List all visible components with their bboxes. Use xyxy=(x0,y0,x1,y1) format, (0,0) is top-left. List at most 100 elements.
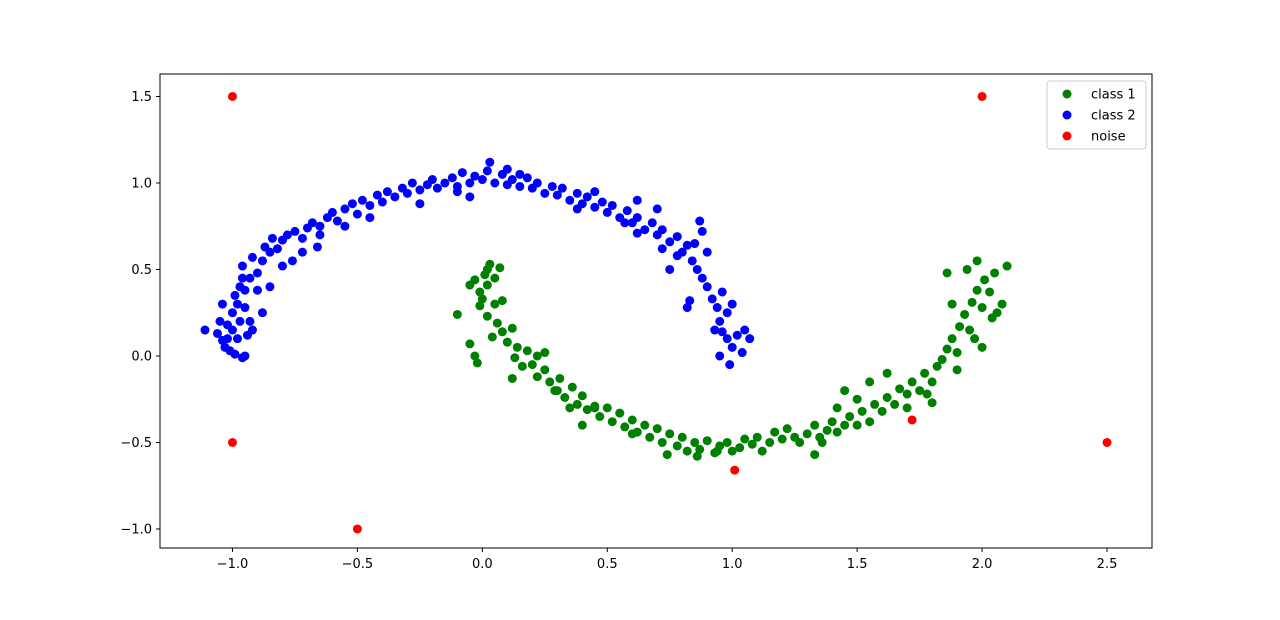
point-class-2 xyxy=(522,173,532,183)
x-tick-label: 0.5 xyxy=(597,557,618,572)
point-class-2 xyxy=(332,216,342,226)
point-class-1 xyxy=(942,268,952,278)
point-class-1 xyxy=(495,263,505,273)
point-class-2 xyxy=(687,256,697,266)
point-class-1 xyxy=(662,450,672,460)
point-class-2 xyxy=(290,226,300,236)
point-class-1 xyxy=(472,358,482,368)
point-class-1 xyxy=(802,429,812,439)
point-class-2 xyxy=(340,221,350,231)
point-class-1 xyxy=(652,424,662,434)
point-class-2 xyxy=(582,192,592,202)
point-class-1 xyxy=(682,446,692,456)
point-class-1 xyxy=(470,275,480,285)
point-class-1 xyxy=(770,427,780,437)
point-class-1 xyxy=(927,398,937,408)
point-class-1 xyxy=(747,439,757,449)
point-class-2 xyxy=(732,330,742,340)
point-class-2 xyxy=(352,209,362,219)
point-noise xyxy=(1102,437,1112,447)
point-class-2 xyxy=(632,228,642,238)
point-class-1 xyxy=(985,287,995,297)
point-class-2 xyxy=(665,237,675,247)
point-class-2 xyxy=(572,188,582,198)
point-class-2 xyxy=(247,252,257,262)
legend-frame xyxy=(1046,80,1147,150)
point-class-2 xyxy=(565,195,575,205)
point-class-1 xyxy=(692,451,702,461)
point-class-2 xyxy=(727,299,737,309)
point-class-1 xyxy=(532,351,542,361)
point-class-2 xyxy=(672,251,682,261)
point-class-2 xyxy=(715,316,725,326)
point-class-1 xyxy=(615,408,625,418)
point-class-1 xyxy=(752,432,762,442)
point-class-2 xyxy=(672,232,682,242)
point-class-2 xyxy=(620,218,630,228)
point-class-2 xyxy=(477,175,487,185)
point-class-2 xyxy=(307,218,317,228)
point-class-1 xyxy=(865,377,875,387)
point-class-1 xyxy=(590,403,600,413)
point-class-1 xyxy=(492,318,502,328)
point-class-2 xyxy=(365,213,375,223)
legend: class 1 class 2 noise xyxy=(1046,80,1147,150)
point-class-1 xyxy=(527,360,537,370)
point-noise xyxy=(977,91,987,101)
point-noise xyxy=(730,465,740,475)
point-class-1 xyxy=(922,389,932,399)
point-class-1 xyxy=(992,308,1002,318)
point-class-2 xyxy=(230,290,240,300)
point-class-2 xyxy=(365,200,375,210)
point-class-2 xyxy=(465,178,475,188)
point-class-1 xyxy=(482,280,492,290)
point-class-2 xyxy=(235,316,245,326)
point-class-2 xyxy=(407,178,417,188)
legend-label: class 1 xyxy=(1091,88,1136,103)
point-class-2 xyxy=(415,199,425,209)
point-class-2 xyxy=(265,282,275,292)
point-class-1 xyxy=(890,399,900,409)
legend-label: class 2 xyxy=(1091,109,1136,124)
point-class-2 xyxy=(432,183,442,193)
point-class-2 xyxy=(470,171,480,181)
point-class-2 xyxy=(267,233,277,243)
point-class-1 xyxy=(840,386,850,396)
point-class-1 xyxy=(665,429,675,439)
point-class-2 xyxy=(245,273,255,283)
point-class-1 xyxy=(997,299,1007,309)
x-tick-label: 2.5 xyxy=(1097,557,1118,572)
point-class-1 xyxy=(840,420,850,430)
x-tick-label: −1.0 xyxy=(217,557,249,572)
point-class-2 xyxy=(695,216,705,226)
point-noise xyxy=(227,91,237,101)
point-class-2 xyxy=(277,261,287,271)
point-class-1 xyxy=(932,361,942,371)
point-class-1 xyxy=(482,311,492,321)
point-class-1 xyxy=(952,348,962,358)
point-class-2 xyxy=(372,190,382,200)
point-class-1 xyxy=(475,301,485,311)
point-class-1 xyxy=(955,322,965,332)
point-class-2 xyxy=(440,178,450,188)
point-class-2 xyxy=(240,303,250,313)
point-class-1 xyxy=(490,273,500,283)
point-class-2 xyxy=(482,166,492,176)
y-tick-label: 1.5 xyxy=(131,90,152,105)
point-class-1 xyxy=(452,309,462,319)
point-class-2 xyxy=(657,244,667,254)
point-class-2 xyxy=(240,285,250,295)
point-class-2 xyxy=(282,230,292,240)
point-class-2 xyxy=(297,247,307,257)
point-class-1 xyxy=(832,427,842,437)
point-class-1 xyxy=(487,332,497,342)
point-class-2 xyxy=(245,316,255,326)
point-class-1 xyxy=(567,382,577,392)
point-class-1 xyxy=(852,420,862,430)
point-class-1 xyxy=(810,420,820,430)
point-class-2 xyxy=(647,218,657,228)
point-class-1 xyxy=(607,417,617,427)
point-class-1 xyxy=(895,384,905,394)
x-tick-label: −0.5 xyxy=(342,557,374,572)
